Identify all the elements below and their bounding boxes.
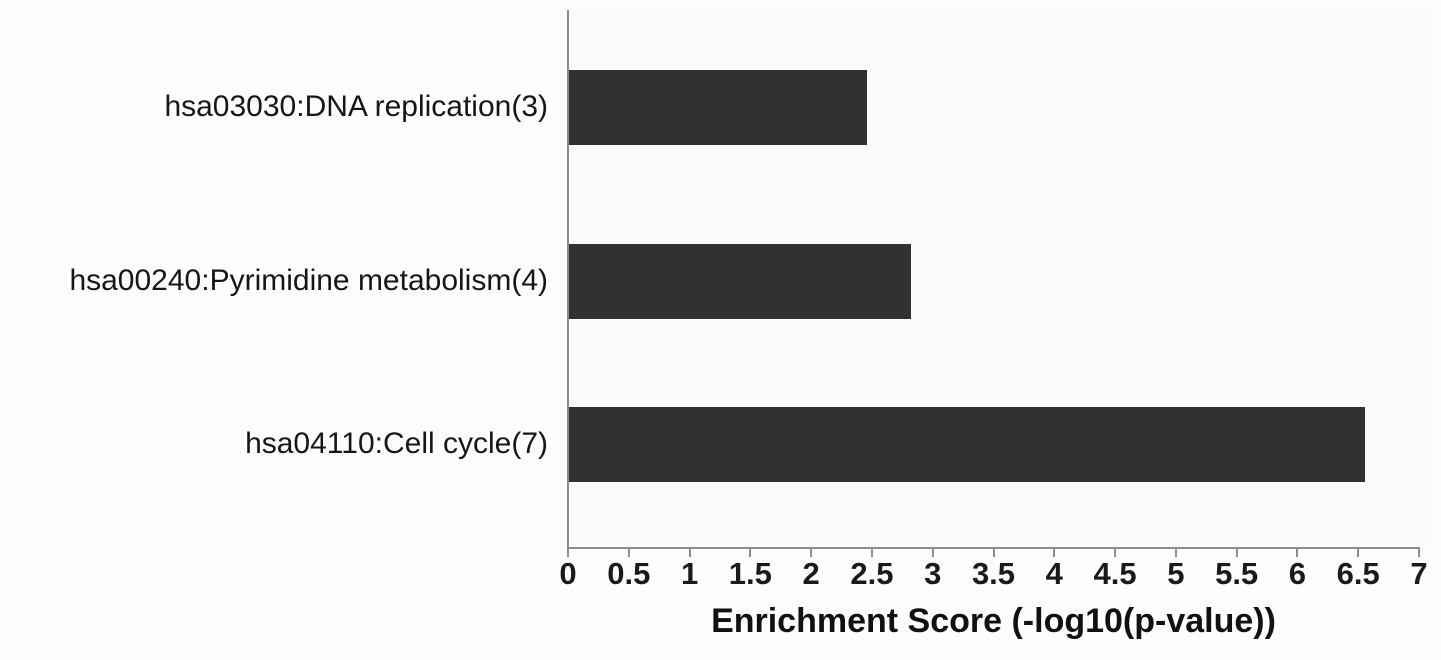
- y-axis-line: [567, 10, 569, 548]
- x-tick-label-14: 7: [1410, 556, 1428, 591]
- x-tick-13: [1357, 549, 1360, 557]
- x-tick-6: [931, 549, 934, 557]
- x-tick-14: [1418, 549, 1420, 557]
- x-tick-label-3: 1.5: [728, 556, 772, 591]
- category-label-1: hsa00240:Pyrimidine metabolism(4): [69, 264, 548, 297]
- x-tick-label-0: 0: [559, 556, 577, 591]
- x-tick-5: [870, 549, 873, 557]
- x-tick-label-11: 5.5: [1215, 556, 1259, 591]
- x-tick-label-10: 5: [1167, 556, 1185, 591]
- bar-0: [569, 69, 867, 145]
- x-tick-7: [992, 549, 995, 557]
- x-tick-8: [1053, 549, 1056, 557]
- x-tick-4: [810, 549, 813, 557]
- x-tick-10: [1174, 549, 1177, 557]
- x-tick-label-7: 3.5: [971, 556, 1016, 591]
- x-axis-line: [567, 547, 1420, 549]
- x-tick-3: [749, 549, 752, 557]
- x-tick-label-9: 4.5: [1093, 556, 1137, 591]
- bar-2: [569, 406, 1365, 482]
- x-tick-label-5: 2.5: [850, 556, 894, 591]
- x-tick-1: [627, 549, 630, 557]
- x-tick-2: [688, 549, 691, 557]
- x-tick-label-8: 4: [1045, 556, 1063, 591]
- category-label-2: hsa04110:Cell cycle(7): [245, 427, 548, 460]
- x-tick-11: [1235, 549, 1238, 557]
- x-tick-label-6: 3: [924, 556, 942, 591]
- x-tick-label-4: 2: [802, 556, 820, 591]
- x-tick-label-13: 6.5: [1336, 556, 1380, 591]
- x-tick-12: [1296, 549, 1299, 557]
- x-tick-0: [567, 549, 569, 557]
- x-tick-label-12: 6: [1288, 556, 1307, 591]
- x-tick-label-2: 1: [680, 556, 699, 591]
- x-axis-title: Enrichment Score (-log10(p-value)): [711, 602, 1276, 640]
- bar-1: [569, 243, 911, 319]
- category-label-0: hsa03030:DNA replication(3): [164, 90, 548, 123]
- x-tick-9: [1114, 549, 1117, 557]
- x-tick-label-1: 0.5: [607, 556, 651, 591]
